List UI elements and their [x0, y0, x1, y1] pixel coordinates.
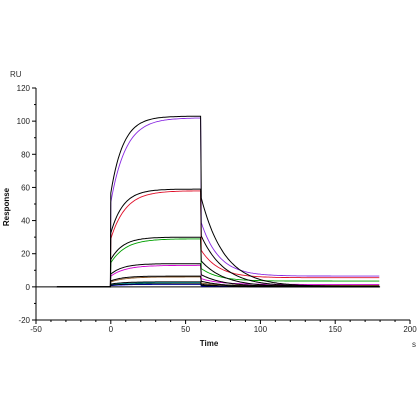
y-tick-label: 20 — [21, 250, 30, 259]
y-axis-title: Response — [2, 187, 11, 226]
x-tick-label: 100 — [254, 325, 268, 334]
x-axis-ticks: -50 0 50 100 150 200 — [30, 320, 417, 334]
measured-curve-1 — [56, 190, 380, 288]
x-tick-label: 150 — [329, 325, 343, 334]
x-axis-title: Time — [200, 339, 219, 348]
x-tick-label: 50 — [181, 325, 190, 334]
x-unit-label: s — [412, 340, 416, 349]
fit-curve-7 — [56, 115, 380, 288]
y-tick-label: 60 — [21, 183, 30, 192]
x-tick-label: 200 — [403, 325, 417, 334]
y-tick-label: 80 — [21, 150, 30, 159]
measured-curve-2 — [56, 238, 380, 288]
y-tick-label: 120 — [17, 84, 31, 93]
fit-curve-8 — [56, 188, 380, 288]
y-tick-label: -20 — [18, 316, 30, 325]
y-unit-label: RU — [10, 70, 22, 79]
measured-curve-0 — [56, 117, 380, 288]
y-tick-label: 100 — [17, 117, 31, 126]
x-tick-label: -50 — [30, 325, 42, 334]
series-layer — [56, 115, 380, 288]
x-tick-label: 0 — [109, 325, 114, 334]
y-axis-ticks: -20 0 20 40 60 80 100 120 — [17, 84, 36, 325]
y-tick-label: 40 — [21, 217, 30, 226]
y-tick-label: 0 — [26, 283, 31, 292]
measured-curve-3 — [56, 264, 380, 288]
fit-curve-13 — [56, 283, 380, 288]
